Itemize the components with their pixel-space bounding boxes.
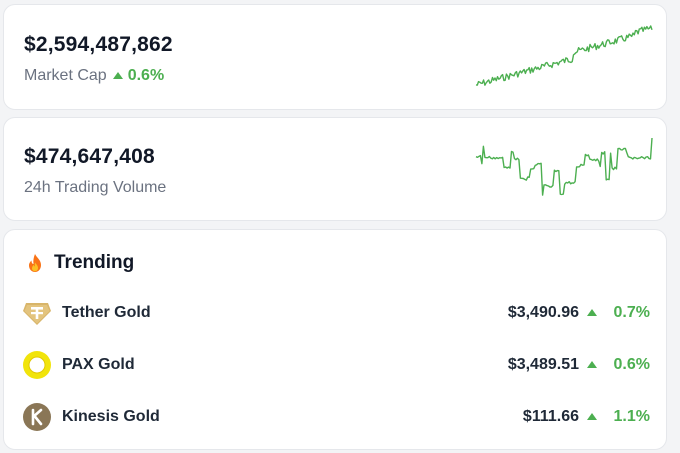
trending-coin-row[interactable]: Tether Gold $3,490.96 0.7% [22,296,650,330]
coin-name: PAX Gold [62,356,135,373]
trending-coin-row[interactable]: Kinesis Gold $111.66 1.1% [22,400,650,434]
coin-change: 0.6% [613,356,650,373]
trending-card: Trending Tether Gold $3,490.96 0.7% PAX … [3,229,667,450]
market-cap-label: Market Cap [24,67,107,84]
tether-gold-logo [22,298,52,328]
coin-name: Tether Gold [62,304,151,321]
triangle-up-icon [587,360,597,368]
triangle-up-icon [112,71,123,79]
trending-coin-row[interactable]: PAX Gold $3,489.51 0.6% [22,348,650,382]
trending-header: Trending [26,252,134,274]
trading-volume-sparkline [475,137,653,196]
market-cap-card: $2,594,487,862 Market Cap 0.6% [3,4,667,110]
market-cap-value: $2,594,487,862 [24,33,173,56]
pax-gold-logo [22,350,52,380]
coin-price: $111.66 [522,408,579,425]
market-cap-change: 0.6% [127,67,165,84]
kinesis-gold-logo [22,402,52,432]
fire-icon [29,254,41,272]
coin-price: $3,489.51 [507,356,579,373]
market-cap-sparkline [475,25,653,86]
market-cap-sub: Market Cap 0.6% [24,67,164,85]
triangle-up-icon [587,308,597,316]
coin-change: 1.1% [613,408,650,425]
coin-price: $3,490.96 [507,304,579,321]
coin-change: 0.7% [613,304,650,321]
trading-volume-sub: 24h Trading Volume [24,179,166,197]
coin-name: Kinesis Gold [62,408,160,425]
trading-volume-value: $474,647,408 [24,145,155,168]
trading-volume-label: 24h Trading Volume [24,179,167,196]
trending-title: Trending [54,252,135,273]
triangle-up-icon [587,412,597,420]
trading-volume-card: $474,647,408 24h Trading Volume [3,117,667,221]
